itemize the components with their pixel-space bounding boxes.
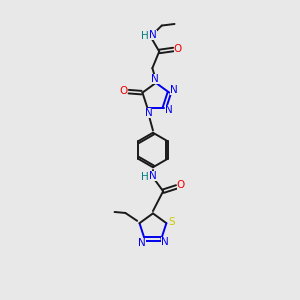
Text: N: N [170, 85, 178, 95]
Text: N: N [149, 30, 157, 40]
Text: N: N [149, 170, 157, 181]
Text: N: N [138, 238, 146, 248]
Text: H: H [141, 31, 148, 41]
Text: N: N [145, 108, 152, 118]
Text: N: N [151, 74, 159, 83]
Text: O: O [177, 180, 185, 190]
Text: S: S [168, 217, 175, 227]
Text: N: N [161, 237, 169, 247]
Text: N: N [165, 105, 172, 115]
Text: H: H [141, 172, 148, 182]
Text: O: O [119, 86, 127, 96]
Text: O: O [174, 44, 182, 54]
